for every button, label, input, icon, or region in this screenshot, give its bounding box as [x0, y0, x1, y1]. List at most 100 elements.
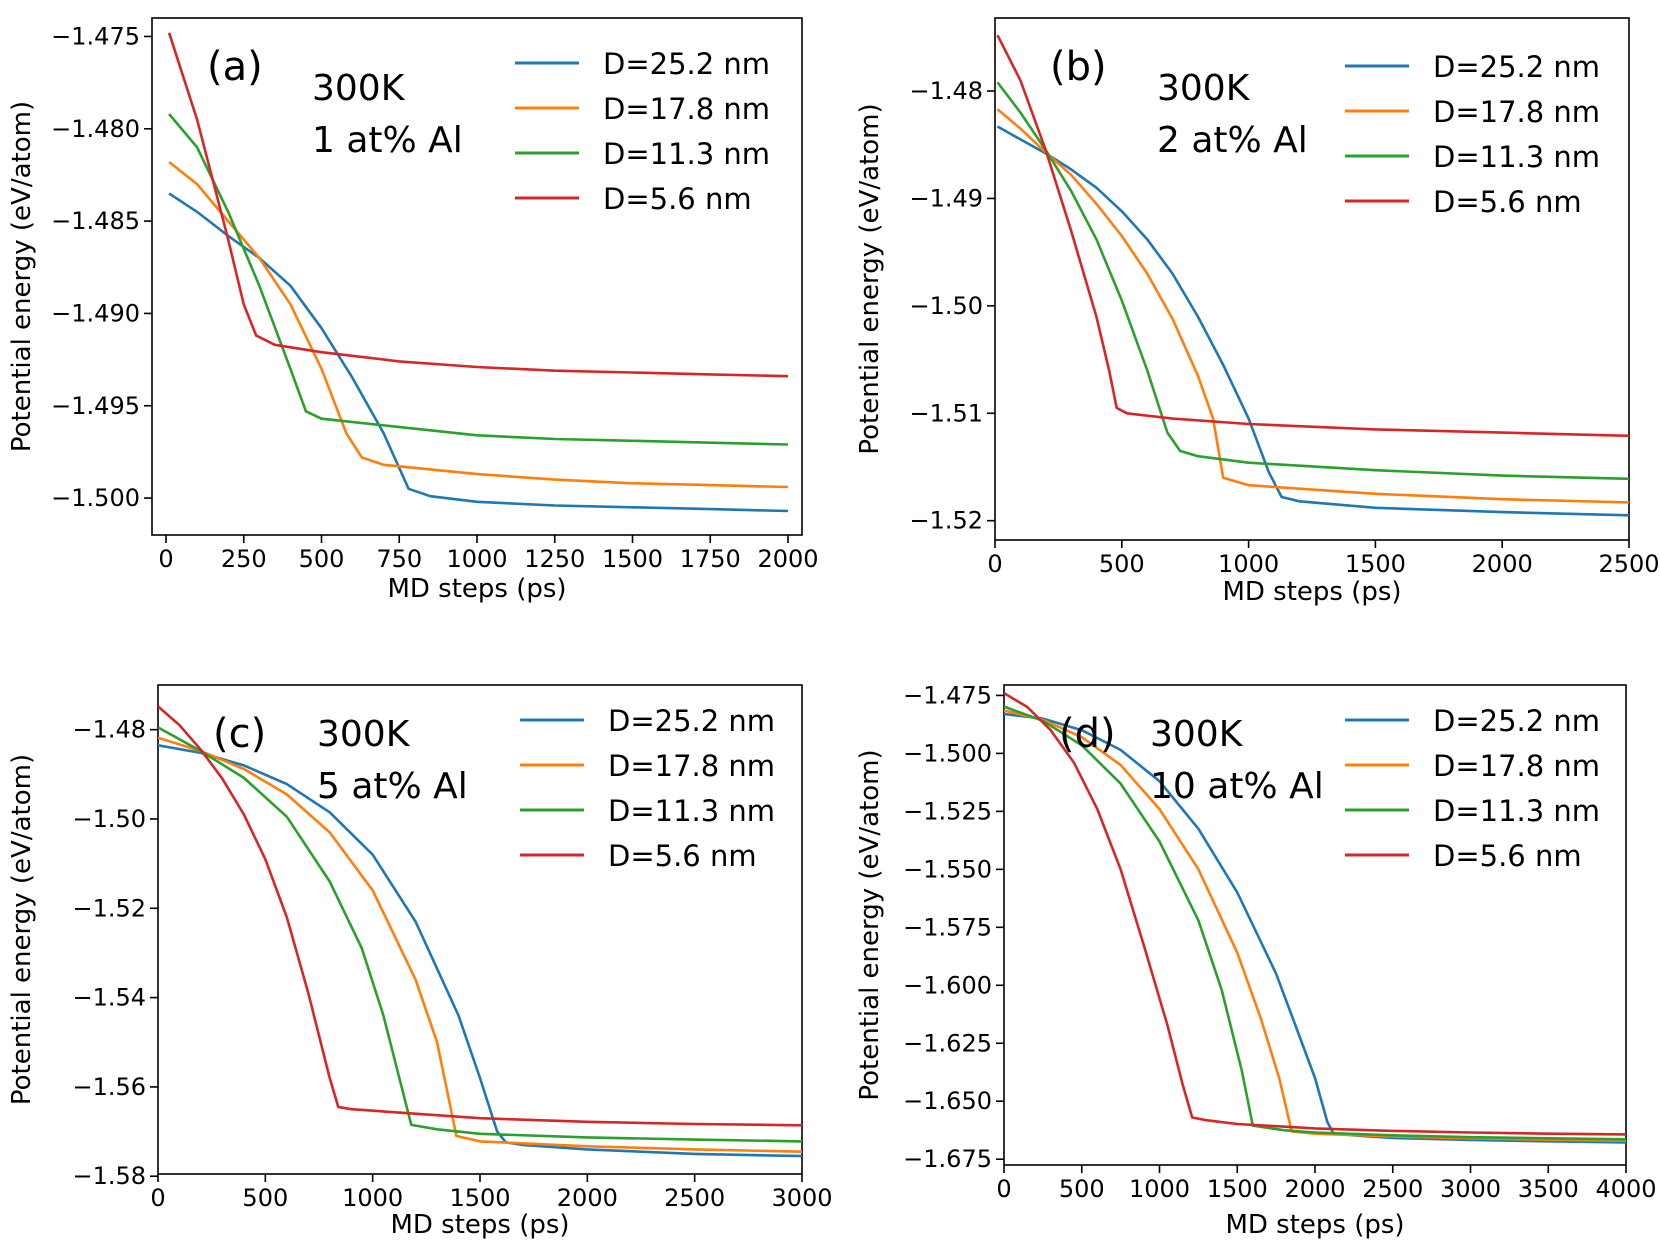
x-tick-label: 1500: [1207, 1175, 1268, 1203]
annotation-line: 300K: [1150, 714, 1244, 755]
x-tick-label: 0: [158, 545, 173, 573]
series-line-5.6: [167, 32, 789, 378]
series-line-25.2: [168, 192, 789, 513]
x-tick-label: 250: [221, 545, 267, 573]
x-tick-label: 2000: [1284, 1175, 1345, 1203]
y-axis-label: Potential energy (eV/atom): [855, 103, 885, 454]
x-axis-label: MD steps (ps): [387, 574, 566, 604]
annotation-line: 2 at% Al: [1157, 120, 1308, 161]
series-line-11.3: [996, 81, 1629, 481]
series-line-11.3: [168, 113, 789, 446]
y-tick-label: −1.56: [72, 1073, 146, 1101]
y-tick-label: −1.54: [72, 984, 146, 1012]
legend-entry: D=17.8 nm: [603, 92, 770, 126]
x-tick-label: 500: [1099, 550, 1145, 578]
y-tick-label: −1.490: [51, 299, 140, 327]
x-tick-label: 2500: [664, 1184, 725, 1212]
x-tick-label: 1500: [449, 1184, 510, 1212]
annotation-line: 300K: [317, 714, 411, 755]
series-line-25.2: [1004, 712, 1626, 1144]
x-tick-label: 500: [1059, 1175, 1105, 1203]
legend-entry: D=25.2 nm: [1433, 704, 1600, 738]
series-line-17.8: [158, 736, 802, 1153]
y-tick-label: −1.495: [51, 392, 140, 420]
panel-c: 0 500 1000 1500 2000 2500 3000 −1.48 −1.50 −1.52 −…: [7, 684, 833, 1240]
x-tick-label: 4000: [1595, 1175, 1656, 1203]
annotation-line: 300K: [312, 68, 406, 109]
panel-label: (d): [1059, 711, 1116, 757]
y-tick-label: −1.600: [903, 971, 992, 999]
x-tick-label: 1000: [1129, 1175, 1190, 1203]
y-tick-label: −1.48: [72, 716, 146, 744]
x-tick-label: 1000: [446, 545, 507, 573]
y-tick-label: −1.500: [903, 739, 992, 767]
y-axis-label: Potential energy (eV/atom): [7, 754, 37, 1105]
legend-entry: D=17.8 nm: [1433, 95, 1600, 129]
x-tick-label: 2000: [757, 545, 818, 573]
legend-entry: D=5.6 nm: [608, 839, 757, 873]
legend-entry: D=11.3 nm: [603, 137, 770, 171]
x-tick-label: 0: [987, 550, 1002, 578]
y-tick-label: −1.52: [909, 507, 983, 535]
annotation-line: 5 at% Al: [317, 766, 468, 807]
series-line-5.6: [996, 34, 1629, 438]
y-tick-label: −1.550: [903, 855, 992, 883]
legend-entry: D=5.6 nm: [603, 182, 752, 216]
panel-label: (b): [1050, 44, 1107, 90]
panel-a: 0 250 500 750 1000 1250 1500 1750 2000 −1.475 −1.4…: [7, 17, 819, 604]
y-tick-label: −1.675: [903, 1145, 992, 1173]
series-line-11.3: [1004, 705, 1626, 1141]
x-tick-label: 3000: [1440, 1175, 1501, 1203]
x-tick-label: 1500: [602, 545, 663, 573]
y-tick-label: −1.50: [909, 292, 983, 320]
legend-entry: D=11.3 nm: [1433, 794, 1600, 828]
x-tick-label: 2500: [1598, 550, 1659, 578]
legend-entry: D=25.2 nm: [608, 704, 775, 738]
y-axis-label: Potential energy (eV/atom): [855, 749, 885, 1100]
x-tick-label: 750: [376, 545, 422, 573]
annotation-line: 300K: [1157, 68, 1251, 109]
legend-entry: D=17.8 nm: [608, 749, 775, 783]
x-axis-label: MD steps (ps): [1225, 1210, 1404, 1240]
legend-entry: D=11.3 nm: [608, 794, 775, 828]
legend: D=25.2 nm D=17.8 nm D=11.3 nm D=5.6 nm: [1345, 50, 1600, 219]
x-tick-label: 2500: [1362, 1175, 1423, 1203]
series-line-17.8: [996, 108, 1629, 504]
y-tick-label: −1.525: [903, 797, 992, 825]
x-tick-label: 1000: [342, 1184, 403, 1212]
panel-d: 0 500 1000 1500 2000 2500 3000 3500 4000 −1.475 −1…: [855, 681, 1657, 1240]
series-line-5.6: [1004, 691, 1626, 1136]
y-tick-label: −1.485: [51, 207, 140, 235]
x-tick-label: 1250: [524, 545, 585, 573]
x-tick-label: 2000: [1472, 550, 1533, 578]
x-tick-label: 0: [150, 1184, 165, 1212]
y-tick-label: −1.52: [72, 894, 146, 922]
x-tick-label: 500: [299, 545, 345, 573]
y-tick-label: −1.650: [903, 1087, 992, 1115]
panel-b: 0 500 1000 1500 2000 2500 −1.48 −1.49 −1.50 −1.51…: [855, 17, 1660, 607]
legend: D=25.2 nm D=17.8 nm D=11.3 nm D=5.6 nm: [520, 704, 775, 873]
y-tick-label: −1.575: [903, 913, 992, 941]
x-axis-label: MD steps (ps): [1222, 577, 1401, 607]
y-tick-label: −1.48: [909, 77, 983, 105]
x-tick-label: 0: [996, 1175, 1011, 1203]
legend-entry: D=17.8 nm: [1433, 749, 1600, 783]
series-line-11.3: [158, 726, 802, 1143]
y-tick-label: −1.50: [72, 805, 146, 833]
series-line-25.2: [996, 125, 1629, 517]
annotation-line: 1 at% Al: [312, 120, 463, 161]
series-line-25.2: [158, 744, 802, 1158]
y-tick-label: −1.58: [72, 1162, 146, 1190]
legend-entry: D=11.3 nm: [1433, 140, 1600, 174]
y-tick-label: −1.475: [51, 22, 140, 50]
legend: D=25.2 nm D=17.8 nm D=11.3 nm D=5.6 nm: [515, 47, 770, 216]
x-axis-label: MD steps (ps): [390, 1210, 569, 1240]
y-tick-label: −1.480: [51, 115, 140, 143]
y-tick-label: −1.475: [903, 681, 992, 709]
x-tick-label: 3500: [1518, 1175, 1579, 1203]
x-tick-label: 3000: [771, 1184, 832, 1212]
legend: D=25.2 nm D=17.8 nm D=11.3 nm D=5.6 nm: [1345, 704, 1600, 873]
legend-entry: D=25.2 nm: [1433, 50, 1600, 84]
x-tick-label: 1750: [680, 545, 741, 573]
